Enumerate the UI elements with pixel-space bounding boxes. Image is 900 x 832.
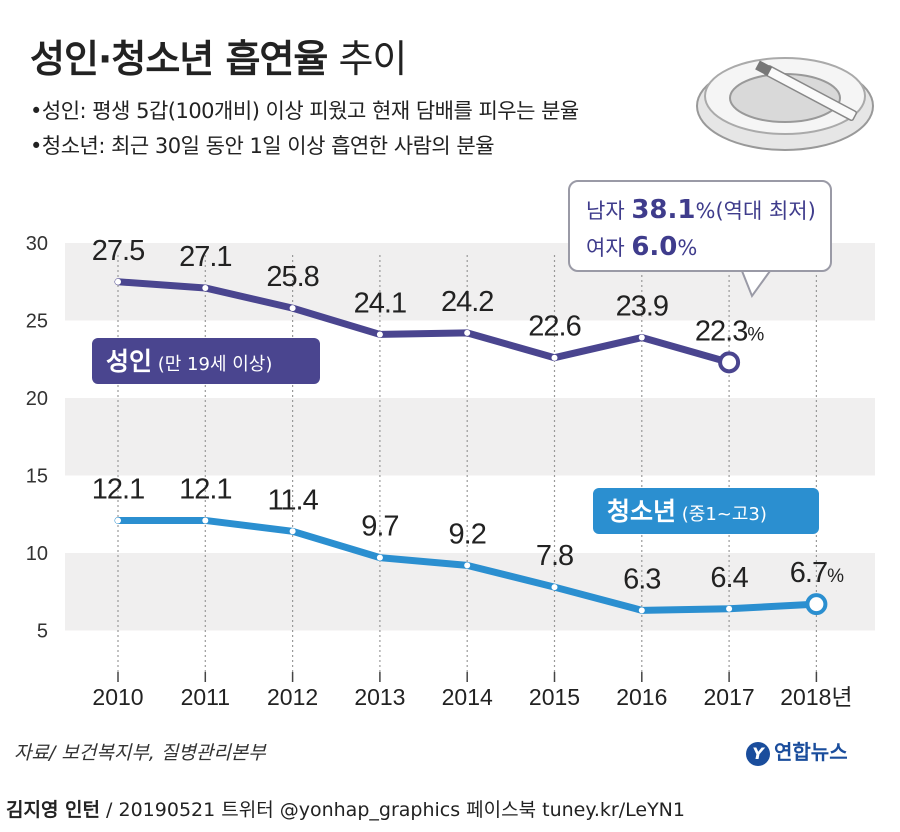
x-tick-label: 2017 [704,684,755,710]
data-point-end [718,351,741,374]
y-tick-label: 5 [37,621,48,643]
yonhap-logo-mark: Y [746,742,770,766]
data-label: 6.3 [623,563,660,595]
callout-male-unit: %(역대 최저) [695,199,816,223]
x-tick-label: 2012 [267,684,318,710]
data-point [202,284,209,291]
y-tick-label: 15 [26,466,48,488]
data-label: 9.7 [361,511,398,543]
title-main: 성인·청소년 흡연율 [30,37,328,81]
data-label: 24.1 [354,287,406,319]
x-tick-label: 2010 [92,684,143,710]
data-label: 25.8 [266,261,318,293]
series-line-adult [114,278,733,366]
data-point [376,331,383,338]
data-point [464,562,471,569]
youth-badge [593,488,819,534]
data-point [638,607,645,614]
data-label: 27.5 [92,235,144,267]
data-label: 27.1 [179,241,231,273]
adult-badge [92,338,320,384]
data-point [115,278,121,285]
credits-text: / 20190521 트위터 @yonhap_graphics 페이스북 tun… [100,799,685,821]
data-point-end [805,593,828,616]
author-name: 김지영 인턴 [6,799,101,821]
data-point [638,334,645,341]
source-note: 자료/ 보건복지부, 질병관리본부 [14,742,266,764]
grid-band [65,398,875,476]
x-tick-label: 2013 [354,684,405,710]
data-point [115,517,121,524]
x-tick-label: 2015 [529,684,580,710]
data-point [551,584,558,591]
x-tick-label: 2014 [442,684,493,710]
y-tick-label: 10 [26,543,48,565]
callout-male-label: 남자 [586,199,625,223]
credits-line: 김지영 인턴 / 20190521 트위터 @yonhap_graphics 페… [6,795,685,822]
callout-female-row: 여자 6.0% [586,229,814,266]
data-label: 24.2 [441,286,493,318]
yonhap-logo: Y 연합뉴스 [746,736,848,766]
data-point [289,305,296,312]
callout-female-label: 여자 [586,236,625,260]
data-label: 12.1 [179,473,231,505]
data-label: 12.1 [92,473,144,505]
y-tick-label: 25 [26,311,48,333]
data-label: 22.3% [695,315,764,347]
x-tick-label: 2018년 [780,684,852,710]
callout-male-row: 남자 38.1%(역대 최저) [586,192,816,229]
callout-female-value: 6.0 [631,232,678,262]
data-label: 22.6 [528,311,580,343]
gender-callout: 남자 38.1%(역대 최저) 여자 6.0% [568,180,832,272]
smoking-rate-chart: 5 10 15 20 25 30 2010 2011 2012 2013 2014 2015 2016 2… [26,233,875,710]
yonhap-logo-text: 연합뉴스 [774,740,848,764]
ashtray-icon [696,57,874,151]
data-label: 11.4 [267,484,318,516]
data-point [551,354,558,361]
y-tick-label: 20 [26,388,48,410]
x-tick-label: 2011 [181,684,230,710]
callout-male-value: 38.1 [631,195,696,225]
data-label: 9.2 [449,518,486,550]
youth-definition: •청소년: 최근 30일 동안 1일 이상 흡연한 사람의 분율 [30,134,495,158]
data-point [726,605,733,612]
adult-definition: •성인: 평생 5갑(100개비) 이상 피웠고 현재 담배를 피우는 분율 [30,99,579,123]
data-label: 7.8 [536,540,573,572]
data-label: 6.4 [710,562,748,594]
title-suffix: 추이 [338,37,407,81]
page-title: 성인·청소년 흡연율 추이 [30,28,407,83]
callout-female-unit: % [677,236,698,260]
data-point [202,517,209,524]
data-point [464,329,471,336]
x-tick-label: 2016 [616,684,667,710]
data-point [376,554,383,561]
data-label: 23.9 [616,291,668,323]
y-tick-label: 30 [26,233,48,255]
data-point [289,528,296,535]
